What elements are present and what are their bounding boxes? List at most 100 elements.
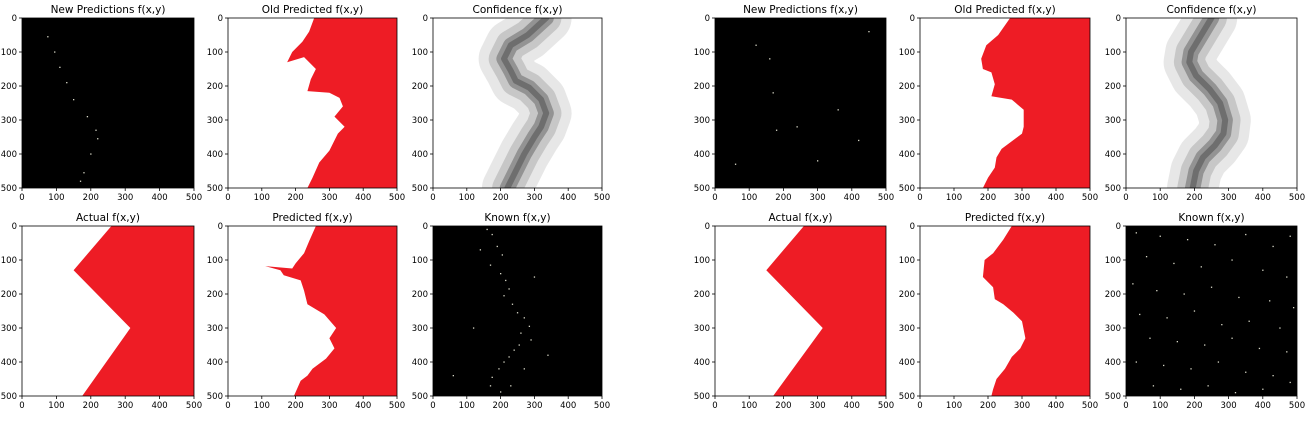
known-point: [1152, 385, 1155, 387]
panel-title: Predicted f(x,y): [272, 212, 352, 224]
y-tick-label: 500: [899, 392, 915, 402]
panel-title: Confidence f(x,y): [472, 4, 562, 16]
panel-title: Actual f(x,y): [769, 212, 833, 224]
known-point: [1289, 381, 1291, 384]
known-point: [97, 138, 99, 140]
known-point: [1210, 286, 1213, 288]
y-tick-label: 0: [12, 222, 17, 232]
x-tick-label: 0: [225, 401, 230, 411]
y-tick-label: 100: [412, 48, 428, 58]
background-fill: [715, 18, 886, 188]
known-point: [1245, 233, 1247, 236]
y-tick-label: 500: [1105, 392, 1121, 402]
red-region: [766, 226, 886, 396]
confidence-band: [1186, 18, 1229, 188]
x-tick-label: 300: [526, 193, 542, 203]
panel-2: Old Predicted f(x,y)0 100 200 300 400 5000100…: [207, 4, 405, 203]
x-tick-label: 100: [946, 401, 962, 411]
y-tick-label: 400: [1, 358, 17, 368]
known-point: [1176, 341, 1178, 343]
y-tick-label: 0: [218, 222, 223, 232]
y-tick-label: 0: [423, 14, 428, 24]
known-point: [1231, 259, 1233, 261]
y-tick-label: 100: [694, 48, 710, 58]
x-tick-label: 400: [844, 193, 860, 203]
x-tick-label: 200: [775, 401, 791, 411]
x-tick-label: 400: [844, 401, 860, 411]
y-tick-label: 0: [705, 222, 710, 232]
known-point: [533, 276, 536, 278]
y-tick-label: 100: [899, 256, 915, 266]
x-tick-label: 0: [19, 401, 24, 411]
x-tick-label: 200: [980, 401, 996, 411]
x-tick-label: 0: [225, 193, 230, 203]
known-point: [66, 82, 68, 84]
known-point: [90, 153, 92, 155]
x-tick-label: 400: [1255, 401, 1271, 411]
known-point: [1214, 244, 1216, 246]
known-point: [486, 228, 488, 231]
y-tick-label: 500: [1, 184, 17, 194]
x-tick-label: 200: [775, 193, 791, 203]
x-tick-label: 500: [1082, 401, 1098, 411]
panel-4: Actual f(x,y)0 100 200 300 400 50001002003004…: [1, 212, 202, 411]
known-point: [498, 368, 500, 370]
known-point: [1207, 385, 1209, 387]
y-tick-label: 0: [910, 14, 915, 24]
y-tick-label: 500: [899, 184, 915, 194]
known-point: [775, 129, 778, 131]
known-point: [86, 116, 89, 118]
axes-frame: [21, 225, 195, 397]
known-point: [1173, 262, 1175, 265]
y-tick-label: 400: [207, 150, 223, 160]
x-tick-label: 0: [712, 193, 717, 203]
x-tick-label: 400: [355, 401, 371, 411]
x-tick-label: 500: [594, 193, 610, 203]
known-point: [1231, 337, 1233, 339]
x-tick-label: 500: [1289, 401, 1305, 411]
x-tick-label: 400: [1255, 193, 1271, 203]
y-tick-label: 400: [1105, 358, 1121, 368]
x-tick-label: 0: [430, 193, 435, 203]
y-tick-label: 100: [1105, 256, 1121, 266]
x-tick-label: 0: [917, 401, 922, 411]
y-tick-label: 500: [207, 392, 223, 402]
known-point: [755, 44, 757, 46]
known-point: [523, 368, 525, 370]
x-tick-label: 100: [1152, 193, 1168, 203]
y-tick-label: 100: [694, 256, 710, 266]
known-point: [1258, 347, 1261, 350]
y-tick-label: 200: [694, 82, 710, 92]
y-tick-label: 500: [412, 392, 428, 402]
known-point: [1217, 361, 1220, 363]
y-tick-label: 400: [207, 358, 223, 368]
axes-frame: [1125, 225, 1298, 397]
x-tick-label: 200: [492, 193, 508, 203]
known-point: [523, 317, 525, 319]
y-tick-label: 0: [218, 14, 223, 24]
axes-frame: [432, 17, 603, 189]
y-tick-label: 200: [1105, 82, 1121, 92]
y-tick-label: 200: [412, 82, 428, 92]
red-region: [265, 226, 397, 396]
x-tick-label: 0: [1123, 193, 1128, 203]
x-tick-label: 300: [809, 193, 825, 203]
y-tick-label: 300: [899, 324, 915, 334]
y-tick-label: 300: [207, 116, 223, 126]
known-point: [479, 249, 482, 251]
y-tick-label: 200: [1105, 290, 1121, 300]
known-point: [796, 126, 798, 128]
axes-frame: [1125, 17, 1298, 189]
axes-frame: [432, 225, 603, 397]
known-point: [520, 332, 522, 334]
y-tick-label: 200: [1, 290, 17, 300]
known-point: [1156, 290, 1158, 292]
y-tick-label: 500: [1, 392, 17, 402]
red-region: [287, 18, 397, 188]
x-tick-label: 200: [980, 193, 996, 203]
known-point: [1135, 361, 1137, 363]
y-tick-label: 400: [899, 358, 915, 368]
y-tick-label: 200: [694, 290, 710, 300]
panel-10: Actual f(x,y)0 100 200 300 400 50001002003004…: [694, 212, 894, 411]
x-tick-label: 300: [1220, 401, 1236, 411]
